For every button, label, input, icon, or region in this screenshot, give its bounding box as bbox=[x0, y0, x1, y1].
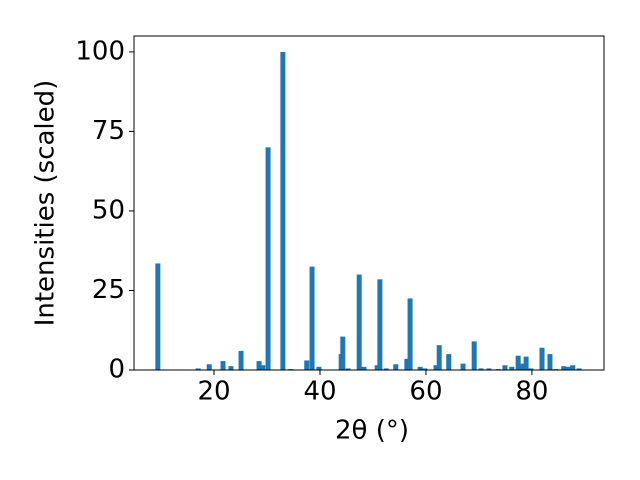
bar bbox=[280, 51, 286, 371]
x-tick-label: 40 bbox=[303, 377, 336, 407]
bar bbox=[509, 366, 515, 370]
bar bbox=[407, 298, 413, 370]
bar bbox=[436, 345, 442, 370]
plot-frame bbox=[133, 35, 605, 371]
bar bbox=[528, 368, 534, 370]
bar bbox=[393, 364, 399, 370]
bar bbox=[155, 263, 161, 370]
bar bbox=[206, 364, 212, 370]
bar bbox=[486, 368, 492, 370]
bar bbox=[570, 365, 576, 370]
bar bbox=[417, 366, 423, 370]
bar bbox=[356, 274, 362, 370]
bar bbox=[345, 368, 351, 370]
y-axis-label: Intensities (scaled) bbox=[31, 80, 61, 327]
bar bbox=[478, 368, 484, 370]
x-tick-label: 80 bbox=[515, 377, 548, 407]
bar bbox=[433, 365, 439, 370]
bar bbox=[238, 350, 244, 370]
bar bbox=[256, 361, 262, 370]
bar bbox=[316, 366, 322, 370]
y-tick-label: 25 bbox=[92, 275, 125, 305]
bar bbox=[502, 365, 508, 370]
bar bbox=[304, 360, 310, 370]
bar bbox=[195, 368, 201, 370]
bar bbox=[519, 363, 525, 370]
bar bbox=[561, 366, 567, 370]
bar bbox=[309, 266, 315, 370]
bar bbox=[383, 368, 389, 370]
bar bbox=[265, 147, 271, 370]
bar bbox=[576, 368, 582, 370]
bar bbox=[523, 356, 529, 370]
x-axis-label: 2θ (°) bbox=[335, 416, 409, 446]
bar bbox=[404, 358, 410, 370]
y-tick-label: 50 bbox=[92, 195, 125, 225]
x-tick-label: 60 bbox=[409, 377, 442, 407]
bar bbox=[422, 368, 428, 370]
y-tick-label: 100 bbox=[75, 36, 125, 66]
bar bbox=[547, 354, 553, 370]
bar bbox=[220, 361, 226, 370]
bar bbox=[260, 365, 266, 370]
bar bbox=[377, 279, 383, 370]
bar bbox=[471, 341, 477, 370]
bar bbox=[374, 365, 380, 370]
bar bbox=[228, 366, 234, 370]
y-tick-label: 0 bbox=[108, 355, 125, 385]
bar bbox=[460, 363, 466, 370]
x-tick-label: 20 bbox=[197, 377, 230, 407]
bar bbox=[515, 355, 521, 370]
bar bbox=[340, 336, 346, 370]
bar bbox=[565, 366, 571, 370]
bar bbox=[539, 347, 545, 370]
bar bbox=[446, 354, 452, 370]
y-tick-label: 75 bbox=[92, 116, 125, 146]
bar bbox=[361, 366, 367, 370]
